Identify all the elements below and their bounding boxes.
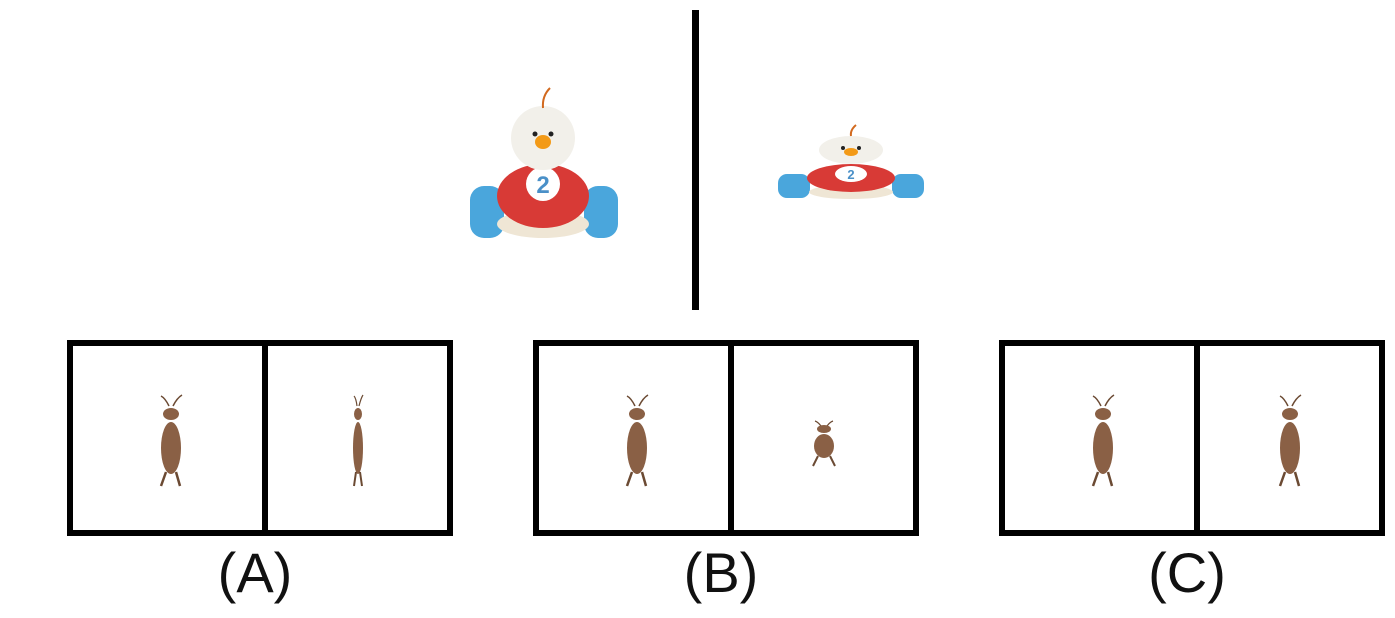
toy-chick-car-icon: 2 (470, 87, 618, 238)
option-c-label: (C) (1148, 541, 1226, 604)
option-b-right-cell (734, 346, 913, 530)
option-b-label: (B) (683, 541, 759, 604)
cockroach-small-icon (812, 420, 836, 467)
option-b-divider (728, 346, 734, 530)
reference-divider (692, 10, 699, 310)
option-b-panel[interactable] (533, 340, 919, 536)
option-c-panel[interactable] (999, 340, 1385, 536)
cockroach-icon (625, 394, 649, 487)
option-a-label: (A) (217, 541, 293, 604)
cockroach-icon (159, 394, 183, 487)
cockroach-icon (1278, 394, 1302, 487)
toy-chick-car-squashed-icon: 2 (778, 124, 924, 199)
option-c-right-cell (1200, 346, 1379, 530)
reference-right-image: 2 (776, 124, 926, 202)
option-b-left-cell (539, 346, 728, 530)
car-number: 2 (536, 172, 549, 199)
option-a-panel[interactable] (67, 340, 453, 536)
cockroach-icon (1091, 394, 1115, 487)
car-number-small: 2 (847, 167, 854, 182)
option-c-divider (1194, 346, 1200, 530)
cockroach-thin-icon (353, 394, 364, 487)
option-c-left-cell (1005, 346, 1194, 530)
option-a-left-cell (73, 346, 262, 530)
reference-left-image: 2 (466, 86, 620, 240)
option-a-divider (262, 346, 268, 530)
option-a-right-cell (268, 346, 447, 530)
